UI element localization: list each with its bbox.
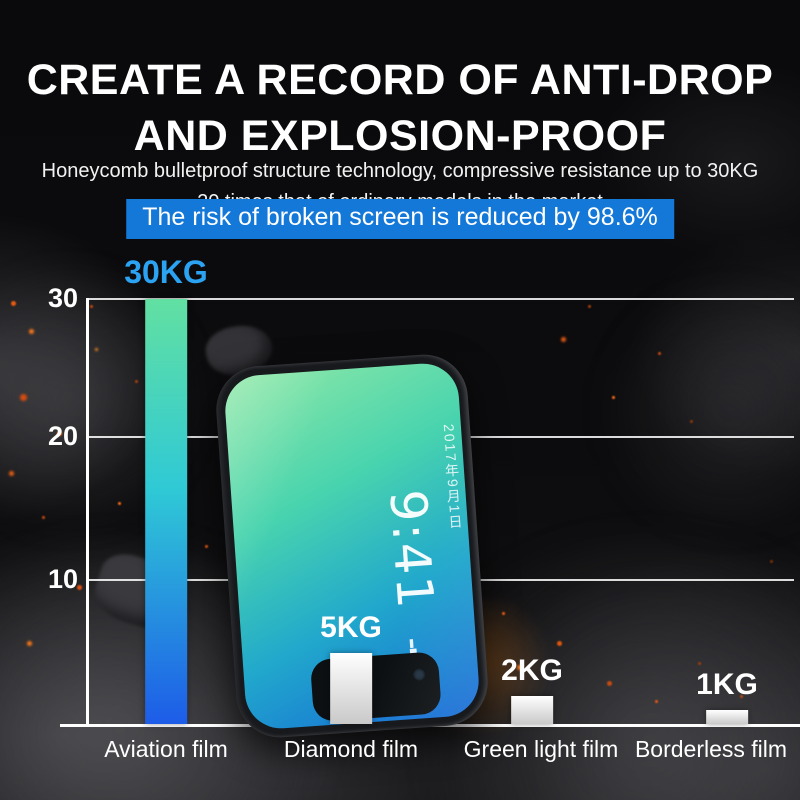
title-line-2: AND EXPLOSION-PROOF — [133, 111, 667, 160]
y-tick-10: 10 — [47, 564, 78, 594]
signal-bars-icon: ▂▄▆█ — [409, 638, 424, 676]
category-label-diamond-film: Diamond film — [283, 736, 419, 762]
highlight-banner: The risk of broken screen is reduced by … — [126, 199, 674, 239]
bar-borderless-film — [511, 696, 553, 724]
smoke-texture — [590, 290, 800, 530]
bar-group-green-light-film: 2KG — [501, 654, 563, 724]
ember-particles — [0, 0, 3, 3]
y-tick-20: 20 — [47, 421, 78, 451]
bar-value-label: 5KG — [320, 611, 382, 644]
bar-value-label: 1KG — [696, 668, 758, 701]
y-axis-line — [86, 298, 89, 727]
bar-group-borderless-film: 1KG — [696, 668, 758, 724]
phone-clock: 9:41 — [378, 487, 445, 612]
category-label-aviation-film: Aviation film — [104, 736, 228, 762]
page-title: CREATE A RECORD OF ANTI-DROP AND EXPLOSIO… — [0, 53, 800, 165]
category-label-borderless-film: Borderless film — [634, 736, 788, 762]
bar-group-aviation-film: 30KG — [124, 254, 208, 724]
bar-value-label: 2KG — [501, 654, 563, 687]
category-label-green-light-film: Green light film — [463, 736, 619, 762]
phone-date: 2017年9月1日 — [440, 423, 465, 531]
bar-borderless-film — [706, 710, 748, 724]
y-tick-30: 30 — [47, 283, 78, 313]
subtitle-line-1: Honeycomb bulletproof structure technolo… — [41, 160, 759, 182]
bar-aviation-film — [145, 299, 187, 724]
gridline-30 — [88, 298, 794, 300]
title-line-1: CREATE A RECORD OF ANTI-DROP — [26, 55, 774, 104]
bar-group-diamond-film: 5KG — [320, 611, 382, 724]
bar-value-label: 30KG — [124, 254, 208, 290]
bar-diamond-film — [330, 653, 372, 724]
